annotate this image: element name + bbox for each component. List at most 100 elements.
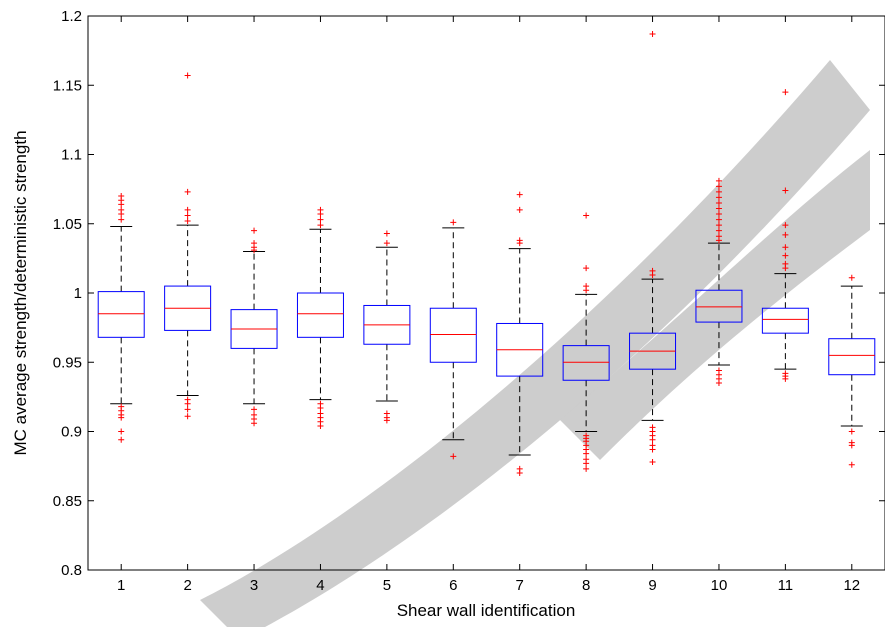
outlier-point <box>782 231 789 238</box>
outlier-point <box>782 265 789 272</box>
outlier-point <box>383 230 390 237</box>
outlier-point <box>649 446 656 453</box>
box-1 <box>97 193 145 443</box>
outlier-point <box>649 31 656 38</box>
outlier-point <box>782 222 789 229</box>
y-tick-label: 0.8 <box>61 562 82 579</box>
outlier-point <box>583 450 590 457</box>
outlier-point <box>649 458 656 465</box>
y-tick-label: 0.9 <box>61 424 82 441</box>
outlier-point <box>782 187 789 194</box>
box-body <box>97 291 145 338</box>
x-tick-label: 12 <box>843 577 860 594</box>
outlier-point <box>715 237 722 244</box>
x-tick-label: 2 <box>183 577 191 594</box>
box-body <box>828 338 876 376</box>
outlier-point <box>317 422 324 429</box>
box-6 <box>429 219 477 460</box>
outlier-point <box>118 436 125 443</box>
outlier-point <box>848 442 855 449</box>
box-3 <box>230 227 278 427</box>
y-tick-label: 0.95 <box>53 354 82 371</box>
outlier-point <box>383 417 390 424</box>
outlier-point <box>516 206 523 213</box>
outlier-point <box>848 428 855 435</box>
outlier-point <box>715 199 722 206</box>
outlier-point <box>583 287 590 294</box>
x-tick-label: 6 <box>449 577 457 594</box>
box-body <box>562 345 610 381</box>
x-tick-label: 3 <box>250 577 258 594</box>
outlier-point <box>317 404 324 411</box>
outlier-point <box>184 217 191 224</box>
outlier-point <box>118 201 125 208</box>
box-11 <box>761 89 809 382</box>
outlier-point <box>118 414 125 421</box>
outlier-point <box>715 183 722 190</box>
outlier-point <box>450 219 457 226</box>
box-9 <box>629 31 677 465</box>
box-5 <box>363 230 411 424</box>
x-tick-label: 1 <box>117 577 125 594</box>
outlier-point <box>251 227 258 234</box>
outlier-point <box>715 380 722 387</box>
outlier-point <box>516 240 523 247</box>
outlier-point <box>715 188 722 195</box>
outlier-point <box>184 206 191 213</box>
x-tick-label: 5 <box>383 577 391 594</box>
outlier-point <box>649 271 656 278</box>
watermark-logo <box>200 60 870 627</box>
outlier-point <box>649 436 656 443</box>
outlier-point <box>516 470 523 477</box>
outlier-point <box>383 240 390 247</box>
x-tick-label: 7 <box>516 577 524 594</box>
outlier-point <box>583 212 590 219</box>
box-12 <box>828 274 876 468</box>
outlier-point <box>118 211 125 218</box>
outlier-point <box>715 222 722 229</box>
outlier-point <box>184 400 191 407</box>
box-body <box>429 307 477 363</box>
outlier-point <box>715 194 722 201</box>
box-body <box>761 307 809 334</box>
x-axis-label: Shear wall identification <box>397 601 576 620</box>
outlier-point <box>184 188 191 195</box>
outlier-point <box>184 212 191 219</box>
y-tick-label: 1.05 <box>53 216 82 233</box>
box-body <box>695 289 743 323</box>
outlier-point <box>715 205 722 212</box>
outlier-point <box>184 413 191 420</box>
outlier-point <box>184 72 191 79</box>
outlier-point <box>715 177 722 184</box>
outlier-point <box>317 216 324 223</box>
box-4 <box>296 206 344 429</box>
boxes-layer <box>97 31 876 477</box>
outlier-point <box>782 252 789 259</box>
y-axis-label: MC average strength/deterministic streng… <box>11 130 30 455</box>
outlier-point <box>848 461 855 468</box>
x-tick-label: 8 <box>582 577 590 594</box>
outlier-point <box>118 428 125 435</box>
x-tick-label: 9 <box>648 577 656 594</box>
x-tick-label: 10 <box>711 577 728 594</box>
outlier-point <box>118 216 125 223</box>
box-body <box>296 292 344 338</box>
outlier-point <box>782 375 789 382</box>
x-tick-label: 4 <box>316 577 324 594</box>
x-tick-label: 11 <box>778 577 794 594</box>
y-tick-label: 1.2 <box>61 8 82 25</box>
box-2 <box>164 72 212 420</box>
outlier-point <box>715 227 722 234</box>
outlier-point <box>251 406 258 413</box>
outlier-point <box>583 460 590 467</box>
box-7 <box>496 191 544 477</box>
outlier-point <box>450 453 457 460</box>
outlier-point <box>317 222 324 229</box>
outlier-point <box>583 265 590 272</box>
box-8 <box>562 212 610 472</box>
outlier-point <box>583 465 590 472</box>
outlier-point <box>317 211 324 218</box>
y-tick-label: 0.85 <box>53 493 82 510</box>
